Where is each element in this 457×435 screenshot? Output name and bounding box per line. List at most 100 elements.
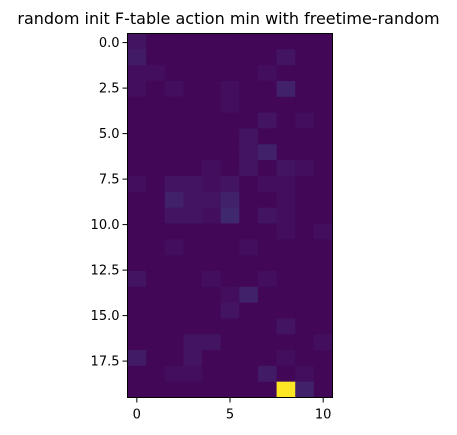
heatmap-cell: [202, 65, 222, 82]
heatmap-cell: [257, 223, 277, 240]
heatmap-cell: [146, 160, 166, 177]
heatmap-cell: [276, 286, 296, 303]
heatmap-cell: [313, 191, 333, 208]
heatmap-cell: [183, 270, 203, 288]
heatmap-cell: [127, 96, 147, 114]
heatmap-cell: [239, 381, 259, 398]
y-tick-label: 12.5: [91, 264, 120, 279]
heatmap-cell: [239, 365, 259, 383]
heatmap-cell: [146, 365, 166, 383]
heatmap-cell: [276, 96, 296, 114]
heatmap-cell: [164, 318, 184, 335]
heatmap-cell: [313, 350, 333, 367]
heatmap-cell: [239, 207, 259, 224]
heatmap-cell: [127, 207, 147, 224]
heatmap-cell: [202, 49, 222, 66]
heatmap-cell: [164, 160, 184, 177]
heatmap-cell: [146, 65, 166, 82]
heatmap-cell: [276, 33, 296, 50]
heatmap-cell: [295, 350, 315, 367]
heatmap-cell: [313, 381, 333, 398]
heatmap-cell: [295, 160, 315, 177]
heatmap-cell: [257, 207, 277, 224]
heatmap-cell: [183, 80, 203, 98]
heatmap-cell: [257, 381, 277, 398]
x-tick-label: 5: [226, 408, 234, 423]
heatmap-cell: [313, 65, 333, 82]
heatmap-cell: [313, 207, 333, 224]
heatmap-cell: [257, 49, 277, 66]
heatmap-cell: [127, 318, 147, 335]
heatmap-cell: [276, 334, 296, 351]
y-tick-label: 5.0: [99, 127, 120, 142]
heatmap-cell: [220, 112, 240, 129]
heatmap-cell: [313, 160, 333, 177]
heatmap-cell: [220, 239, 240, 256]
heatmap-cell: [202, 302, 222, 319]
heatmap-cell: [276, 255, 296, 272]
heatmap-cell: [257, 144, 277, 161]
heatmap-cell: [239, 49, 259, 66]
heatmap-cell: [276, 381, 296, 398]
heatmap-cell: [164, 49, 184, 66]
heatmap-cell: [295, 96, 315, 114]
heatmap-cell: [276, 302, 296, 319]
x-tick-label: 0: [133, 408, 141, 423]
heatmap-cell: [239, 302, 259, 319]
y-axis: 0.0 2.5 5.0 7.5 10.0 12.5 15.0 17.5: [91, 36, 128, 370]
heatmap-cell: [220, 270, 240, 288]
heatmap-cell: [164, 239, 184, 256]
heatmap-cell: [295, 144, 315, 161]
heatmap-cell: [127, 112, 147, 129]
heatmap-cell: [239, 334, 259, 351]
heatmap-cell: [164, 350, 184, 367]
heatmap-cell: [239, 286, 259, 303]
heatmap-cells: [127, 33, 333, 398]
heatmap-cell: [220, 65, 240, 82]
heatmap-cell: [276, 207, 296, 224]
y-tick-label: 2.5: [99, 82, 120, 97]
heatmap-cell: [164, 80, 184, 98]
heatmap-cell: [146, 318, 166, 335]
heatmap-cell: [146, 302, 166, 319]
heatmap-cell: [295, 302, 315, 319]
plot-frame: [127, 33, 333, 398]
heatmap-cell: [183, 286, 203, 303]
heatmap-cell: [220, 381, 240, 398]
heatmap-cell: [313, 112, 333, 129]
heatmap-cell: [239, 191, 259, 208]
heatmap-cell: [127, 302, 147, 319]
x-tick-label: 10: [315, 408, 332, 423]
heatmap-cell: [127, 144, 147, 161]
heatmap-cell: [146, 80, 166, 98]
heatmap-cell: [127, 286, 147, 303]
heatmap-cell: [295, 128, 315, 145]
heatmap-cell: [295, 112, 315, 129]
heatmap-cell: [127, 80, 147, 98]
heatmap-cell: [313, 365, 333, 383]
heatmap-cell: [257, 160, 277, 177]
heatmap-cell: [146, 207, 166, 224]
heatmap-cell: [276, 49, 296, 66]
heatmap-cell: [276, 65, 296, 82]
heatmap-cell: [276, 191, 296, 208]
heatmap-cell: [313, 239, 333, 256]
heatmap-cell: [257, 96, 277, 114]
heatmap-cell: [202, 350, 222, 367]
heatmap-cell: [183, 350, 203, 367]
heatmap-cell: [257, 65, 277, 82]
heatmap-cell: [257, 302, 277, 319]
heatmap-cell: [183, 223, 203, 240]
heatmap-cell: [146, 49, 166, 66]
heatmap-cell: [202, 96, 222, 114]
heatmap-cell: [220, 160, 240, 177]
heatmap-cell: [313, 223, 333, 240]
heatmap-cell: [202, 128, 222, 145]
heatmap-cell: [202, 334, 222, 351]
heatmap-cell: [183, 191, 203, 208]
heatmap-cell: [295, 286, 315, 303]
heatmap-cell: [183, 65, 203, 82]
heatmap-cell: [146, 223, 166, 240]
heatmap-cell: [202, 144, 222, 161]
